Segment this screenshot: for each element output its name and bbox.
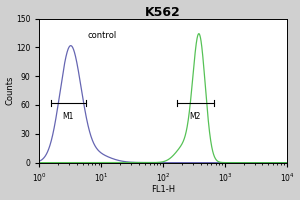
Text: control: control — [88, 31, 117, 40]
Title: K562: K562 — [146, 6, 181, 19]
Y-axis label: Counts: Counts — [6, 76, 15, 105]
X-axis label: FL1-H: FL1-H — [151, 185, 175, 194]
Text: M1: M1 — [63, 112, 74, 121]
Text: M2: M2 — [190, 112, 201, 121]
